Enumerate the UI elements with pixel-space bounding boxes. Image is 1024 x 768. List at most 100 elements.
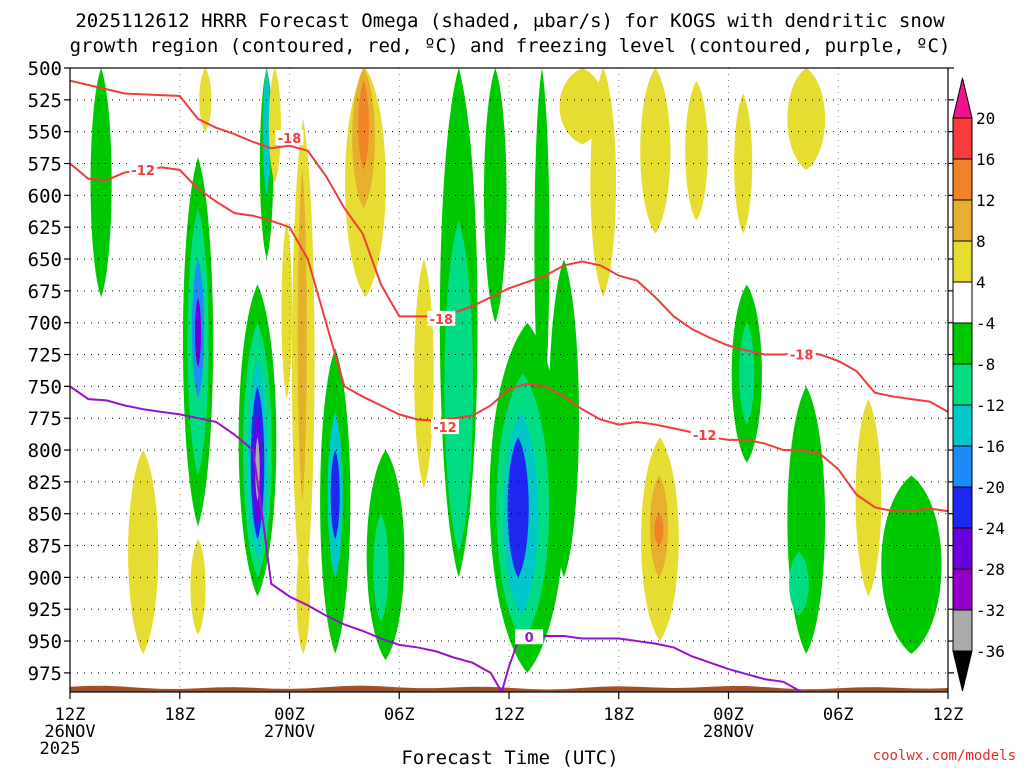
- x-axis-title: Forecast Time (UTC): [401, 747, 618, 768]
- colorbar-swatch: [952, 158, 973, 201]
- y-tick-label: 875: [28, 536, 62, 558]
- dgz-contour-line: [70, 162, 948, 513]
- x-tick-label: 12Z: [933, 705, 964, 725]
- x-tick-label: 00Z: [274, 705, 305, 725]
- colorbar-label: -16: [976, 437, 1005, 456]
- contour-label-bg: [787, 346, 816, 362]
- contour-label-bg: [129, 161, 158, 177]
- x-tick-label: 18Z: [603, 705, 634, 725]
- contour-label-bg: [690, 426, 719, 442]
- contour-label: 0: [525, 631, 534, 646]
- omega-patch: [685, 80, 708, 221]
- omega-patch: [789, 551, 809, 616]
- y-tick-label: 750: [28, 376, 62, 398]
- omega-patch: [510, 462, 523, 552]
- omega-patch: [90, 68, 112, 298]
- omega-patch: [483, 68, 507, 323]
- y-tick-label: 800: [28, 440, 62, 462]
- x-tick-label: 06Z: [384, 705, 415, 725]
- colorbar-label: -28: [976, 560, 1005, 579]
- colorbar-bottom-arrow: [952, 650, 973, 692]
- omega-patch: [444, 220, 474, 552]
- x-tick-label: 00Z: [713, 705, 744, 725]
- colorbar-label: -36: [976, 642, 1005, 661]
- y-tick-label: 775: [28, 408, 62, 430]
- omega-patch: [734, 93, 753, 234]
- colorbar-swatch: [952, 568, 973, 611]
- grid-lines: [70, 68, 948, 692]
- colorbar-swatch: [952, 527, 973, 570]
- y-tick-label: 925: [28, 599, 62, 621]
- x-tick-year: 2025: [40, 739, 81, 759]
- y-tick-label: 725: [28, 345, 62, 367]
- colorbar-label: -4: [976, 314, 995, 333]
- chart-title-line-1: 2025112612 HRRR Forecast Omega (shaded, …: [75, 10, 945, 32]
- freezing-level-line: [70, 385, 803, 692]
- y-tick-label: 525: [28, 90, 62, 112]
- contour-label: -18: [430, 313, 454, 328]
- omega-patch: [654, 513, 664, 546]
- y-tick-label: 500: [28, 58, 62, 80]
- colorbar-label: -12: [976, 396, 1005, 415]
- ground-fill: [70, 685, 948, 692]
- y-tick-label: 900: [28, 567, 62, 589]
- chart-title-line-2: growth region (contoured, red, ºC) and f…: [70, 35, 951, 57]
- y-tick-label: 650: [28, 249, 62, 271]
- omega-patch: [373, 513, 389, 622]
- contour-label-bg: [515, 629, 544, 645]
- colorbar-label: -24: [976, 519, 1005, 538]
- contours: [70, 79, 948, 692]
- x-tick-date: 28NOV: [703, 722, 754, 742]
- contour-label: -18: [278, 132, 302, 147]
- colorbar-swatch: [952, 199, 973, 242]
- y-tick-label: 700: [28, 313, 62, 335]
- y-tick-label: 600: [28, 185, 62, 207]
- dgz-contour-line: [70, 79, 948, 413]
- omega-patch: [787, 68, 826, 170]
- omega-patch: [534, 68, 550, 425]
- y-tick-label: 550: [28, 122, 62, 144]
- omega-patch: [296, 539, 311, 654]
- y-tick-label: 975: [28, 663, 62, 685]
- colorbar-label: 12: [976, 191, 995, 210]
- omega-patch: [640, 68, 671, 234]
- omega-patch: [739, 322, 755, 425]
- y-tick-label: 675: [28, 281, 62, 303]
- credit-text: coolwx.com/models: [873, 748, 1016, 764]
- y-tick-label: 575: [28, 154, 62, 176]
- colorbar-label: 4: [976, 273, 986, 292]
- x-tick-label: 18Z: [164, 705, 195, 725]
- contour-label: -12: [131, 164, 155, 179]
- omega-patch: [855, 399, 882, 597]
- colorbar-swatch: [952, 240, 973, 283]
- colorbar-label: -32: [976, 601, 1005, 620]
- omega-patch: [548, 259, 579, 578]
- omega-patch: [268, 68, 281, 183]
- colorbar-swatch: [952, 445, 973, 488]
- omega-patch: [358, 80, 369, 170]
- omega-patch: [190, 539, 206, 635]
- contour-label: -12: [693, 429, 717, 444]
- omega-patch: [590, 68, 617, 298]
- y-tick-label: 950: [28, 631, 62, 653]
- x-tick-label: 12Z: [55, 705, 86, 725]
- colorbar-label: 16: [976, 150, 995, 169]
- omega-patch: [195, 297, 202, 368]
- y-tick-label: 625: [28, 217, 62, 239]
- contour-labels: -18 -18 -18 -12 -12 -12 0: [129, 130, 816, 646]
- colorbar-label: 20: [976, 109, 995, 128]
- colorbar-swatch: [952, 609, 973, 652]
- omega-patch: [199, 68, 212, 132]
- terrain-ground: [70, 685, 948, 692]
- colorbar-top-arrow: [952, 77, 973, 119]
- colorbar-label: -8: [976, 355, 995, 374]
- x-tick-label: 12Z: [494, 705, 525, 725]
- omega-patch: [281, 220, 293, 400]
- colorbar-swatch: [952, 363, 973, 406]
- contour-label-bg: [430, 419, 459, 435]
- colorbar-swatch: [952, 117, 973, 160]
- colorbar-swatch: [952, 281, 973, 324]
- colorbar-swatch: [952, 404, 973, 447]
- omega-patch: [330, 450, 340, 540]
